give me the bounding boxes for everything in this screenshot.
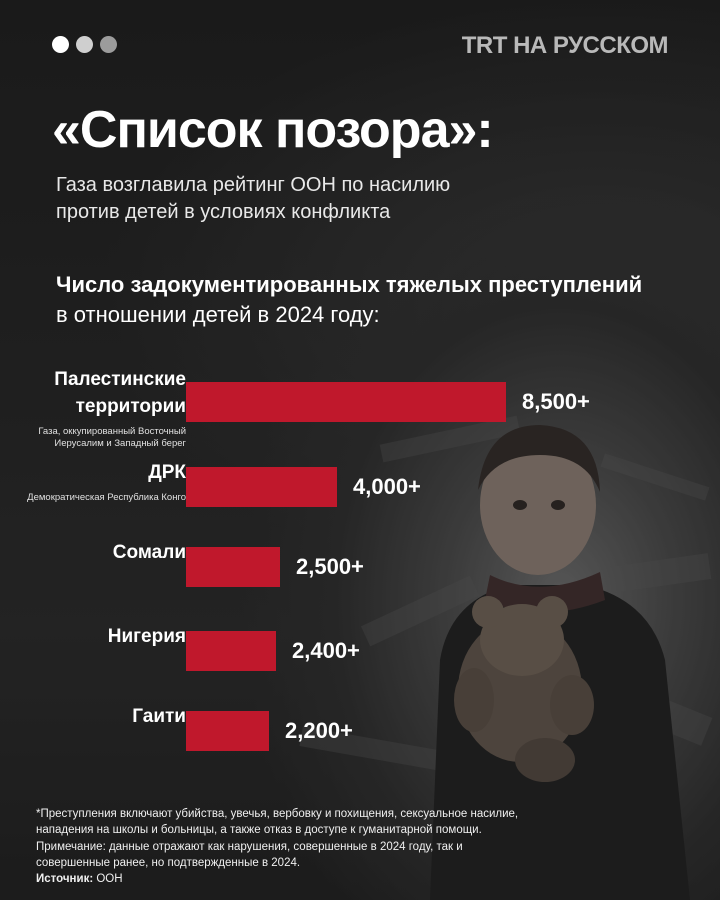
category-sub-1-2: Иерусалим и Западный берег xyxy=(54,438,186,449)
window-dots xyxy=(52,36,117,53)
footnote-line-1: *Преступления включают убийства, увечья,… xyxy=(36,808,519,820)
category-label-2: ДРК Демократическая Республика Конго xyxy=(27,459,186,504)
chart-heading-sub: в отношении детей в 2024 году: xyxy=(56,302,380,327)
page-title: «Список позора»: xyxy=(52,101,494,159)
source-line: Источник: ООН xyxy=(36,871,576,887)
category-name-3-1: Сомали xyxy=(112,542,186,563)
subtitle-line-1: Газа возглавила рейтинг ООН по насилию xyxy=(56,174,451,196)
dot-3 xyxy=(100,36,117,53)
source-value: ООН xyxy=(93,873,123,886)
dot-2 xyxy=(76,36,93,53)
chart-heading-main: Число задокументированных тяжелых престу… xyxy=(56,272,643,297)
category-name-4-1: Нигерия xyxy=(107,626,186,647)
category-label-3: Сомали xyxy=(113,539,186,566)
bar-value-label-2: 4,000+ xyxy=(353,474,421,499)
dot-1 xyxy=(52,36,69,53)
subtitle-line-2: против детей в условиях конфликта xyxy=(56,201,391,223)
bar-value-label-3: 2,500+ xyxy=(296,554,364,579)
category-label-5: Гаити xyxy=(132,703,186,730)
footnote-line-2: нападения на школы и больницы, а также о… xyxy=(36,824,482,837)
bar-1 xyxy=(186,382,506,422)
source-label: Источник: xyxy=(36,873,94,886)
footnote-line-4: совершенные ранее, но подтвержденные в 2… xyxy=(36,856,301,869)
category-sub-1-1: Газа, оккупированный Восточный xyxy=(38,426,186,437)
bar-value-label-4: 2,400+ xyxy=(292,638,360,663)
bar-value-label-1: 8,500+ xyxy=(522,389,590,414)
bar-4 xyxy=(186,631,276,671)
category-name-1-1: Палестинские xyxy=(54,369,186,390)
category-label-1: Палестинские территории Газа, оккупированн… xyxy=(38,366,186,450)
subtitle: Газа возглавила рейтинг ООН по насилию п… xyxy=(56,172,576,226)
bar-2 xyxy=(186,467,337,507)
category-name-1-2: территории xyxy=(75,396,186,417)
footnote: *Преступления включают убийства, увечья,… xyxy=(36,806,576,887)
category-name-5-1: Гаити xyxy=(132,706,186,727)
category-name-2-1: ДРК xyxy=(148,462,186,483)
footnote-line-3: Примечание: данные отражают как нарушени… xyxy=(36,840,463,853)
bar-5 xyxy=(186,711,269,751)
bar-value-label-5: 2,200+ xyxy=(285,718,353,743)
child-figure xyxy=(430,425,690,900)
bar-3 xyxy=(186,547,280,587)
brand-logo: TRT НА РУССКОМ xyxy=(461,32,669,59)
chart-heading: Число задокументированных тяжелых престу… xyxy=(56,270,696,330)
category-label-4: Нигерия xyxy=(108,623,186,650)
category-sub-2-1: Демократическая Республика Конго xyxy=(27,492,186,503)
